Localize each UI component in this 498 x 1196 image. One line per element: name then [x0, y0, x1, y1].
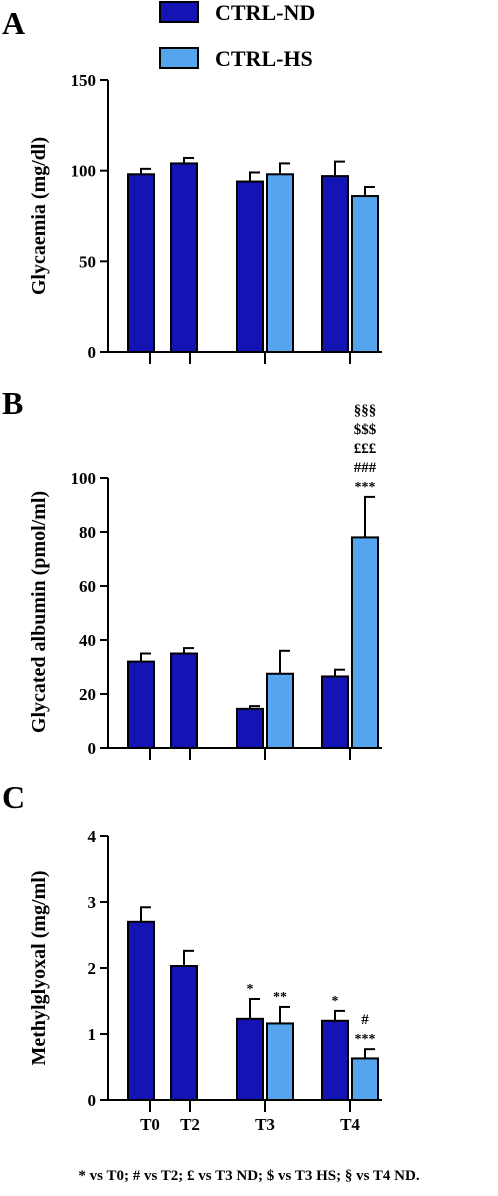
legend-label-2: CTRL-HS — [215, 46, 313, 71]
panel-c-x-tick-label: T0 — [140, 1115, 160, 1134]
panel-a-y-tick-label: 50 — [79, 252, 96, 271]
panel-a-y-tick-label: 100 — [71, 162, 97, 181]
panel-b-letter: B — [2, 385, 23, 421]
panel-b-significance-mark: $$$ — [354, 422, 377, 438]
panel-c-bar-nd-t0 — [127, 920, 155, 1101]
panel-b-bar-nd-t2 — [170, 652, 198, 749]
panel-b-bar-nd-t4 — [321, 675, 349, 750]
panel-c-significance-mark: *** — [355, 1032, 376, 1047]
panel-a-y-tick-label: 150 — [71, 71, 97, 90]
panel-c-y-tick-label: 4 — [88, 827, 97, 846]
panel-b-significance-mark: ### — [354, 460, 377, 476]
footnote: * vs T0; # vs T2; £ vs T3 ND; $ vs T3 HS… — [78, 1168, 420, 1184]
legend-label-1: CTRL-ND — [215, 0, 315, 25]
panel-a-letter: A — [2, 5, 25, 41]
panel-c-y-tick-label: 2 — [88, 959, 97, 978]
panel-a-bar-nd-t4 — [321, 175, 349, 353]
panel-a-bar-nd-t0 — [127, 173, 155, 353]
panel-c-y-tick-label: 1 — [88, 1025, 97, 1044]
panel-b-y-tick-label: 0 — [88, 739, 97, 758]
panel-b-significance-mark: §§§ — [354, 403, 377, 419]
panel-c-significance-mark: ** — [273, 990, 287, 1005]
panel-b-bar-hs-t4 — [351, 536, 379, 750]
panel-b-y-tick-label: 80 — [79, 523, 96, 542]
panel-a-bar-hs-t4 — [351, 195, 379, 353]
panel-c-significance-mark: * — [332, 994, 339, 1009]
panel-c-bar-nd-t4 — [321, 1019, 349, 1101]
panel-c-significance-mark: # — [361, 1012, 369, 1028]
panel-b-y-tick-label: 60 — [79, 577, 96, 596]
panel-c-bar-hs-t3 — [266, 1022, 294, 1101]
panel-a-bar-hs-t3 — [266, 173, 294, 353]
panel-b-significance-mark: *** — [355, 480, 376, 495]
panel-c-y-axis-label: Methylglyoxal (mg/ml) — [28, 871, 50, 1066]
panel-c-y-tick-label: 0 — [88, 1091, 97, 1110]
panel-a-bar-nd-t3 — [236, 180, 264, 353]
panel-b-bar-nd-t0 — [127, 660, 155, 749]
panel-b-y-tick-label: 20 — [79, 685, 96, 704]
panel-b-y-tick-label: 40 — [79, 631, 96, 650]
legend-swatch-2 — [159, 47, 199, 69]
panel-c-letter: C — [2, 779, 25, 815]
legend-swatch-1 — [159, 1, 199, 23]
panel-b-bar-hs-t3 — [266, 672, 294, 749]
panel-b-bar-nd-t3 — [236, 707, 264, 749]
panel-c-y-tick-label: 3 — [88, 893, 97, 912]
panel-a-y-tick-label: 0 — [88, 343, 97, 362]
panel-c-x-tick-label: T4 — [340, 1115, 360, 1134]
panel-c-bar-nd-t3 — [236, 1017, 264, 1102]
panel-c-bar-nd-t2 — [170, 965, 198, 1102]
panel-c-significance-mark: * — [247, 982, 254, 997]
panel-c-x-tick-label: T3 — [255, 1115, 275, 1134]
panel-b-y-tick-label: 100 — [71, 469, 97, 488]
panel-c-x-tick-label: T2 — [180, 1115, 200, 1134]
panel-b-y-axis-label: Glycated albumin (pmol/ml) — [28, 491, 50, 733]
panel-a-y-axis-label: Glycaemia (mg/dl) — [28, 137, 50, 295]
panel-c-bar-hs-t4 — [351, 1057, 379, 1102]
panel-b-significance-mark: £££ — [354, 441, 377, 457]
panel-a-bar-nd-t2 — [170, 162, 198, 353]
